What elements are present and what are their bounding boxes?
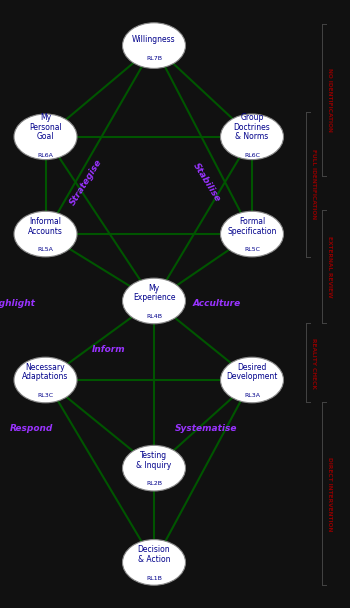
Text: REALITY CHECK: REALITY CHECK (311, 337, 316, 389)
Ellipse shape (220, 358, 284, 403)
Text: Inform: Inform (92, 345, 125, 354)
Text: Highlight: Highlight (0, 300, 36, 308)
Ellipse shape (14, 212, 77, 257)
Text: RL6A: RL6A (37, 153, 54, 157)
Text: Stabilise: Stabilise (191, 161, 222, 204)
Text: Testing
& Inquiry: Testing & Inquiry (136, 451, 172, 469)
Text: Desired
Development: Desired Development (226, 363, 278, 381)
Ellipse shape (14, 114, 77, 160)
Text: DIRECT INTERVENTION: DIRECT INTERVENTION (327, 457, 332, 531)
Text: RL5C: RL5C (244, 247, 260, 252)
Text: RL6C: RL6C (244, 153, 260, 157)
Text: My
Experience: My Experience (133, 284, 175, 302)
Text: Group
Doctrines
& Norms: Group Doctrines & Norms (234, 113, 270, 141)
Text: Decision
& Action: Decision & Action (138, 545, 170, 564)
Text: Informal
Accounts: Informal Accounts (28, 217, 63, 235)
Ellipse shape (14, 358, 77, 403)
Text: Respond: Respond (10, 424, 53, 433)
Text: RL3C: RL3C (37, 393, 54, 398)
Ellipse shape (122, 23, 186, 69)
Ellipse shape (220, 114, 284, 160)
Text: RL1B: RL1B (146, 576, 162, 581)
Text: Necessary
Adaptations: Necessary Adaptations (22, 363, 69, 381)
Text: RL4B: RL4B (146, 314, 162, 319)
Text: RL5A: RL5A (37, 247, 54, 252)
Text: Strategise: Strategise (68, 157, 104, 207)
Text: My
Personal
Goal: My Personal Goal (29, 113, 62, 141)
Text: RL2B: RL2B (146, 482, 162, 486)
Text: Willingness: Willingness (132, 35, 176, 44)
Text: FULL IDENTIFICATION: FULL IDENTIFICATION (311, 150, 316, 219)
Ellipse shape (122, 278, 186, 323)
Text: EXTERNAL REVIEW: EXTERNAL REVIEW (327, 236, 332, 297)
Text: RL3A: RL3A (244, 393, 260, 398)
Text: Formal
Specification: Formal Specification (227, 217, 277, 235)
Ellipse shape (122, 445, 186, 491)
Text: NO IDENTIFICATION: NO IDENTIFICATION (327, 68, 332, 133)
Ellipse shape (122, 540, 186, 585)
Text: Systematise: Systematise (175, 424, 238, 433)
Text: RL7B: RL7B (146, 57, 162, 61)
Text: Acculture: Acculture (193, 300, 241, 308)
Ellipse shape (220, 212, 284, 257)
